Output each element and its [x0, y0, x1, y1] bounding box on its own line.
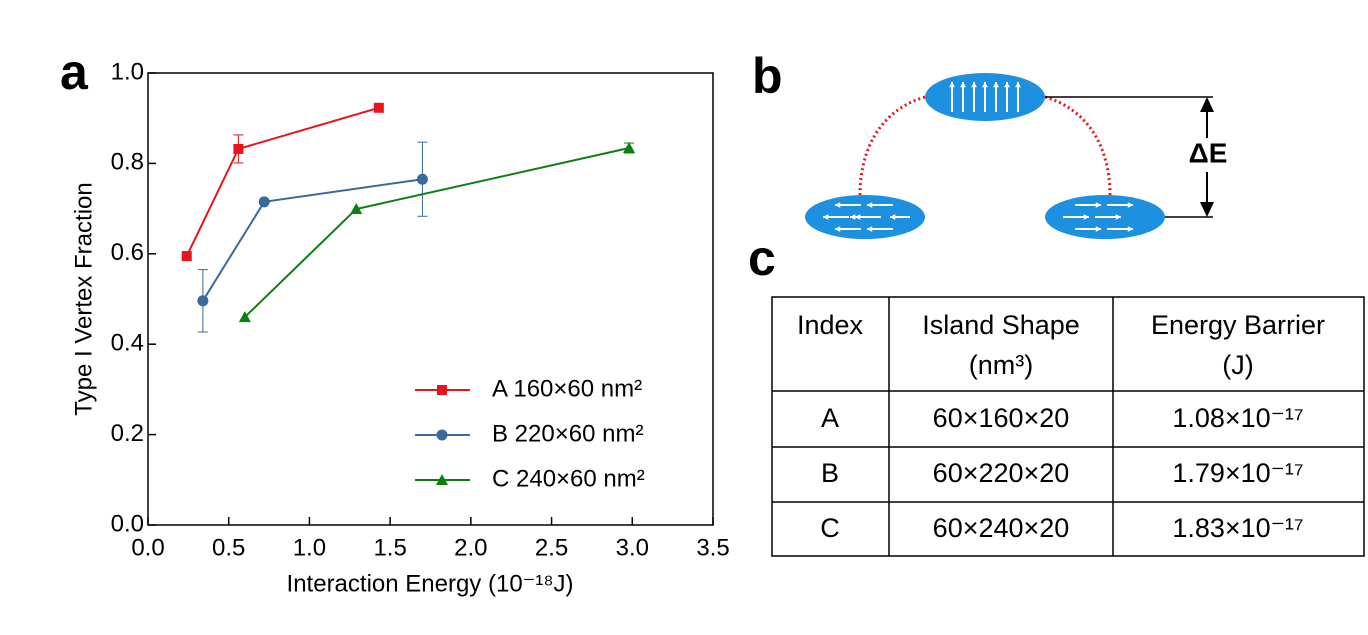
moment-arrow-head: [823, 214, 829, 220]
y-tick-label: 0.0: [111, 510, 144, 537]
x-tick-label: 1.0: [293, 534, 326, 561]
moment-arrow-head: [1004, 82, 1010, 88]
energy-diagram: ΔE: [805, 73, 1227, 239]
arrow-head: [1200, 202, 1214, 217]
y-tick-label: 1.0: [111, 58, 144, 85]
moment-arrow-head: [993, 82, 999, 88]
plot-frame: [147, 72, 714, 526]
marker: [258, 196, 270, 208]
moment-arrow-head: [867, 226, 873, 232]
moment-arrow-head: [1095, 226, 1101, 232]
legend-label: B 220×60 nm²: [492, 420, 643, 447]
path-curve: [858, 95, 926, 196]
table-cell: A: [821, 403, 839, 433]
table-border: [771, 296, 1365, 557]
panel-label: c: [748, 230, 776, 286]
marker: [197, 295, 209, 307]
table-cell: 60×220×20: [933, 458, 1070, 488]
y-tick-label: 0.2: [111, 420, 144, 447]
marker: [373, 102, 384, 113]
moment-arrow-head: [835, 202, 841, 208]
table-cell: 60×160×20: [933, 403, 1070, 433]
legend-label: C 240×60 nm²: [492, 465, 645, 492]
moment-arrow-head: [890, 214, 896, 220]
x-tick-label: 2.5: [535, 534, 568, 561]
y-tick-label: 0.8: [111, 149, 144, 176]
arrow-head: [1200, 97, 1214, 112]
legend-marker: [437, 385, 447, 395]
x-tick-label: 0.5: [212, 534, 245, 561]
moment-arrow-head: [971, 82, 977, 88]
table-header: Island Shape: [922, 310, 1080, 340]
moment-arrow-head: [1115, 214, 1121, 220]
x-tick-label: 3.0: [616, 534, 649, 561]
table-header: Energy Barrier: [1151, 310, 1325, 340]
table-cell: B: [821, 458, 839, 488]
series-line: [244, 147, 630, 318]
y-tick-label: 0.6: [111, 239, 144, 266]
x-axis-label: Interaction Energy (10⁻¹⁸J): [287, 570, 574, 597]
moment-arrow-head: [1083, 214, 1089, 220]
marker: [233, 143, 244, 154]
table-header: (nm³): [969, 350, 1033, 380]
table-cell: 60×240×20: [933, 513, 1070, 543]
table-cell: C: [820, 513, 840, 543]
moment-arrow-head: [850, 214, 856, 220]
moment-arrow-head: [960, 82, 966, 88]
x-tick-label: 2.0: [454, 534, 487, 561]
table-cell: 1.79×10⁻¹⁷: [1172, 458, 1303, 488]
table-grid: [771, 296, 1365, 557]
moment-arrow-head: [1127, 202, 1133, 208]
y-tick-label: 0.4: [111, 330, 144, 357]
moment-arrow-head: [835, 226, 841, 232]
moment-arrow-head: [867, 202, 873, 208]
legend-marker: [436, 429, 448, 441]
x-tick-label: 1.5: [373, 534, 406, 561]
moment-arrow-head: [949, 82, 955, 88]
moment-arrow-head: [982, 82, 988, 88]
legend-marker: [436, 474, 448, 485]
table-cell: 1.08×10⁻¹⁷: [1172, 403, 1303, 433]
moment-arrow-head: [1015, 82, 1021, 88]
table-header: Index: [797, 310, 864, 340]
marker: [416, 173, 428, 185]
energy-label: ΔE: [1189, 137, 1228, 168]
panel-label: a: [60, 44, 89, 100]
legend-label: A 160×60 nm²: [492, 375, 642, 402]
table-cell: 1.83×10⁻¹⁷: [1172, 513, 1303, 543]
panel-label: b: [752, 48, 783, 104]
series-line: [185, 106, 380, 257]
moment-arrow-head: [1095, 202, 1101, 208]
marker: [350, 203, 363, 215]
marker: [238, 311, 251, 323]
moment-arrow-head: [1127, 226, 1133, 232]
x-tick-label: 3.5: [696, 534, 729, 561]
marker: [181, 251, 192, 262]
series-line: [202, 178, 423, 302]
marker: [623, 142, 636, 154]
path-curve: [1044, 95, 1112, 196]
x-tick-label: 0.0: [131, 534, 164, 561]
table-header: (J): [1222, 350, 1253, 380]
y-axis-label: Type I Vertex Fraction: [70, 182, 97, 415]
